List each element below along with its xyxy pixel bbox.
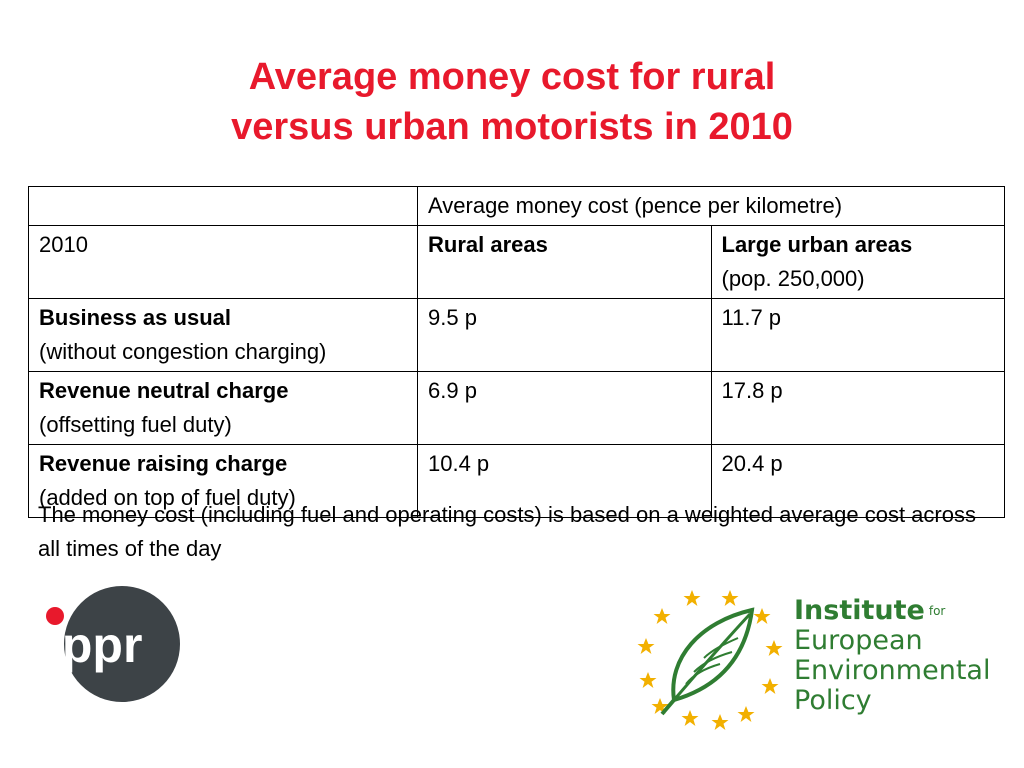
urban-value-cell: 20.4 p [710,444,1005,518]
title-line-1: Average money cost for rural [248,56,776,98]
table-header-row: Average money cost (pence per kilometre) [28,186,1005,226]
header-span-cell: Average money cost (pence per kilometre) [417,186,1005,226]
ieep-line-4: Policy [794,685,872,716]
year-cell: 2010 [28,225,418,299]
table-row: Business as usual (without congestion ch… [28,298,1005,372]
ieep-logo: Institute for European Environmental Poli… [634,588,1014,733]
urban-value-cell: 11.7 p [710,298,1005,372]
rural-header-cell: Rural areas [417,225,712,299]
ieep-emblem [637,590,783,730]
ippr-logo: ippr [30,584,182,704]
ieep-line-3: Environmental [794,655,991,686]
row-label-cell: Revenue raising charge (added on top of … [28,444,418,518]
cost-table: Average money cost (pence per kilometre)… [28,186,1005,518]
ippr-logo-text: ippr [48,617,142,673]
table-row: Revenue raising charge (added on top of … [28,444,1005,518]
row-label-cell: Business as usual (without congestion ch… [28,298,418,372]
table-subheader-row: 2010 Rural areas Large urban areas (pop.… [28,225,1005,299]
rural-value-cell: 9.5 p [417,298,712,372]
footnote: The money cost (including fuel and opera… [38,502,976,561]
row-label-cell: Revenue neutral charge (offsetting fuel … [28,371,418,445]
rural-value-cell: 10.4 p [417,444,712,518]
urban-value-cell: 17.8 p [710,371,1005,445]
eu-stars-icon [637,590,783,730]
ieep-line-1: Institute for [794,595,946,626]
ieep-logo-text: Institute for European Environmental Poli… [794,596,990,716]
ieep-line-2: European [794,625,923,656]
title-line-2: versus urban motorists in 2010 [231,106,793,148]
table-row: Revenue neutral charge (offsetting fuel … [28,371,1005,445]
rural-value-cell: 6.9 p [417,371,712,445]
page-title: Average money cost for rural versus urba… [0,52,1024,152]
leaf-icon [660,607,755,716]
header-empty-cell [28,186,418,226]
urban-header-cell: Large urban areas (pop. 250,000) [710,225,1005,299]
